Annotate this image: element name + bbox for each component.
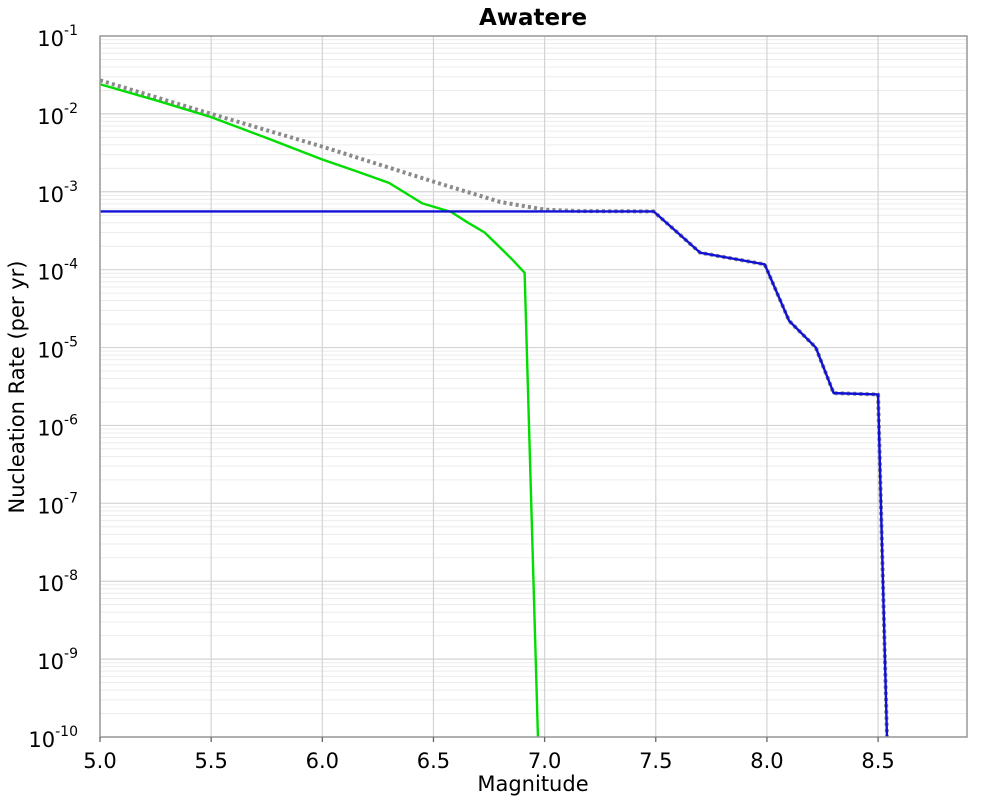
y-tick-exponent: -10 bbox=[55, 724, 78, 740]
series-gray-dotted-line bbox=[99, 78, 889, 738]
y-tick-exponent: -8 bbox=[64, 568, 78, 584]
x-tick-label: 5.5 bbox=[194, 749, 227, 773]
y-tick-label: 10-2 bbox=[37, 101, 78, 129]
y-tick-exponent: -5 bbox=[64, 335, 78, 351]
y-tick-exponent: -2 bbox=[64, 101, 78, 117]
y-tick-exponent: -4 bbox=[64, 257, 78, 273]
y-tick-exponent: -3 bbox=[64, 179, 78, 195]
x-tick-label: 8.5 bbox=[861, 749, 894, 773]
y-tick-label: 10-8 bbox=[37, 568, 78, 596]
chart-title: Awatere bbox=[479, 5, 587, 31]
x-tick-label: 6.5 bbox=[417, 749, 450, 773]
x-tick-label: 5.0 bbox=[83, 749, 116, 773]
axis-tick-marks bbox=[99, 737, 879, 742]
plot-border bbox=[99, 35, 968, 738]
y-tick-label: 10-3 bbox=[37, 179, 78, 207]
y-tick-label: 10-7 bbox=[37, 490, 78, 518]
x-tick-label: 7.0 bbox=[528, 749, 561, 773]
y-tick-label: 10-5 bbox=[37, 335, 78, 363]
y-tick-exponent: -9 bbox=[64, 646, 78, 662]
y-tick-label: 10-6 bbox=[37, 412, 78, 440]
y-tick-label: 10-9 bbox=[37, 646, 78, 674]
y-tick-label: 10-1 bbox=[37, 23, 78, 51]
x-tick-label: 8.0 bbox=[750, 749, 783, 773]
y-axis-label: Nucleation Rate (per yr) bbox=[5, 261, 29, 514]
y-tick-exponent: -1 bbox=[64, 23, 78, 39]
major-gridlines bbox=[99, 35, 967, 738]
series-green-line bbox=[99, 83, 540, 738]
axis-tick-labels: 5.0 5.5 6.0 6.5 7.0 7.5 8.0 8.5 10-1 10-2 10-3 10-4… bbox=[28, 23, 894, 773]
x-axis-label: Magnitude bbox=[477, 772, 588, 796]
x-tick-label: 6.0 bbox=[306, 749, 339, 773]
y-tick-label: 10-10 bbox=[28, 724, 78, 752]
series-blue-line bbox=[100, 210, 889, 738]
x-tick-label: 7.5 bbox=[639, 749, 672, 773]
y-tick-label: 10-4 bbox=[37, 257, 78, 285]
y-tick-exponent: -6 bbox=[64, 412, 78, 428]
y-tick-exponent: -7 bbox=[64, 490, 78, 506]
data-series bbox=[99, 78, 889, 738]
